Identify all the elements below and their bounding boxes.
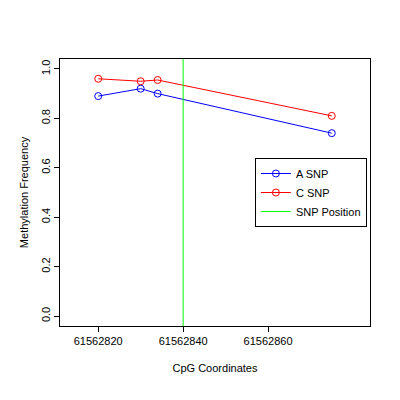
- svg-text:61562820: 61562820: [74, 335, 123, 347]
- svg-text:0.0: 0.0: [40, 307, 52, 322]
- svg-text:CpG Coordinates: CpG Coordinates: [173, 362, 258, 374]
- svg-text:C SNP: C SNP: [296, 187, 330, 199]
- svg-text:Methylation Frequency: Methylation Frequency: [18, 136, 30, 248]
- svg-text:0.2: 0.2: [40, 257, 52, 272]
- svg-text:0.6: 0.6: [40, 158, 52, 173]
- svg-text:61562860: 61562860: [244, 335, 293, 347]
- svg-text:0.4: 0.4: [40, 208, 52, 223]
- svg-text:SNP Position: SNP Position: [296, 206, 361, 218]
- svg-text:A SNP: A SNP: [296, 168, 328, 180]
- svg-text:0.8: 0.8: [40, 109, 52, 124]
- svg-text:1.0: 1.0: [40, 60, 52, 75]
- svg-text:61562840: 61562840: [159, 335, 208, 347]
